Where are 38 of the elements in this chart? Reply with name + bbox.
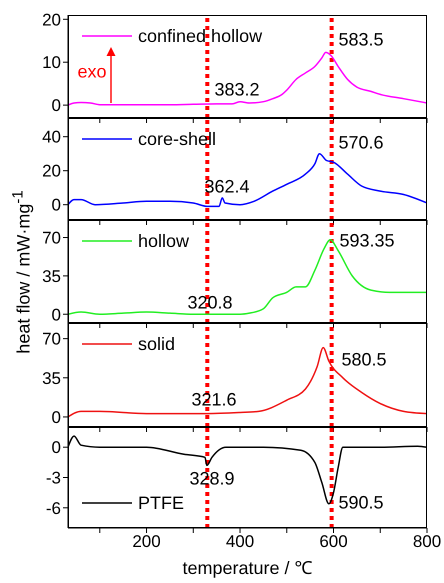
annotation: 570.6 [338, 132, 384, 154]
annotation: 583.5 [338, 30, 384, 50]
legend-label: confined hollow [138, 25, 262, 47]
x-tick-label: 200 [132, 532, 161, 552]
annotation: 321.6 [191, 390, 237, 410]
x-axis-title: temperature / ℃ [181, 557, 314, 579]
y-tick-label: 0 [52, 438, 61, 458]
y-tick-label: 0 [52, 305, 61, 324]
annotation: 383.2 [214, 80, 260, 100]
annotation: exo [77, 62, 107, 82]
y-tick-label: 0 [52, 196, 61, 215]
legend-label: solid [138, 333, 176, 355]
y-tick-label: 20 [42, 162, 61, 181]
y-tick-label: -3 [46, 468, 61, 488]
y-tick-label: 40 [42, 128, 61, 147]
y-tick-label: 35 [42, 368, 61, 388]
y-tick-label: 0 [52, 408, 61, 427]
legend-label: core-shell [138, 128, 216, 150]
annotation: 328.9 [189, 468, 235, 490]
annotation: 362.4 [204, 176, 250, 198]
line-series [68, 52, 427, 106]
legend-label: hollow [138, 230, 190, 252]
annotation: 580.5 [341, 350, 387, 370]
x-tick-label: 400 [226, 532, 254, 552]
y-tick-label: 70 [42, 330, 61, 349]
x-tick-label: 800 [412, 532, 442, 552]
annotation: 320.8 [187, 292, 233, 314]
legend-label: PTFE [138, 492, 184, 514]
y-tick-label: 0 [52, 96, 61, 116]
x-tick-label: 600 [319, 532, 348, 552]
y-tick-label: -6 [46, 498, 61, 518]
annotation: 593.35 [339, 230, 395, 252]
line-series [68, 152, 427, 208]
y-tick-label: 20 [42, 10, 61, 30]
y-tick-label: 35 [42, 266, 61, 286]
y-tick-label: 70 [42, 228, 61, 248]
y-tick-label: 10 [42, 53, 61, 72]
annotation: 590.5 [338, 492, 384, 514]
